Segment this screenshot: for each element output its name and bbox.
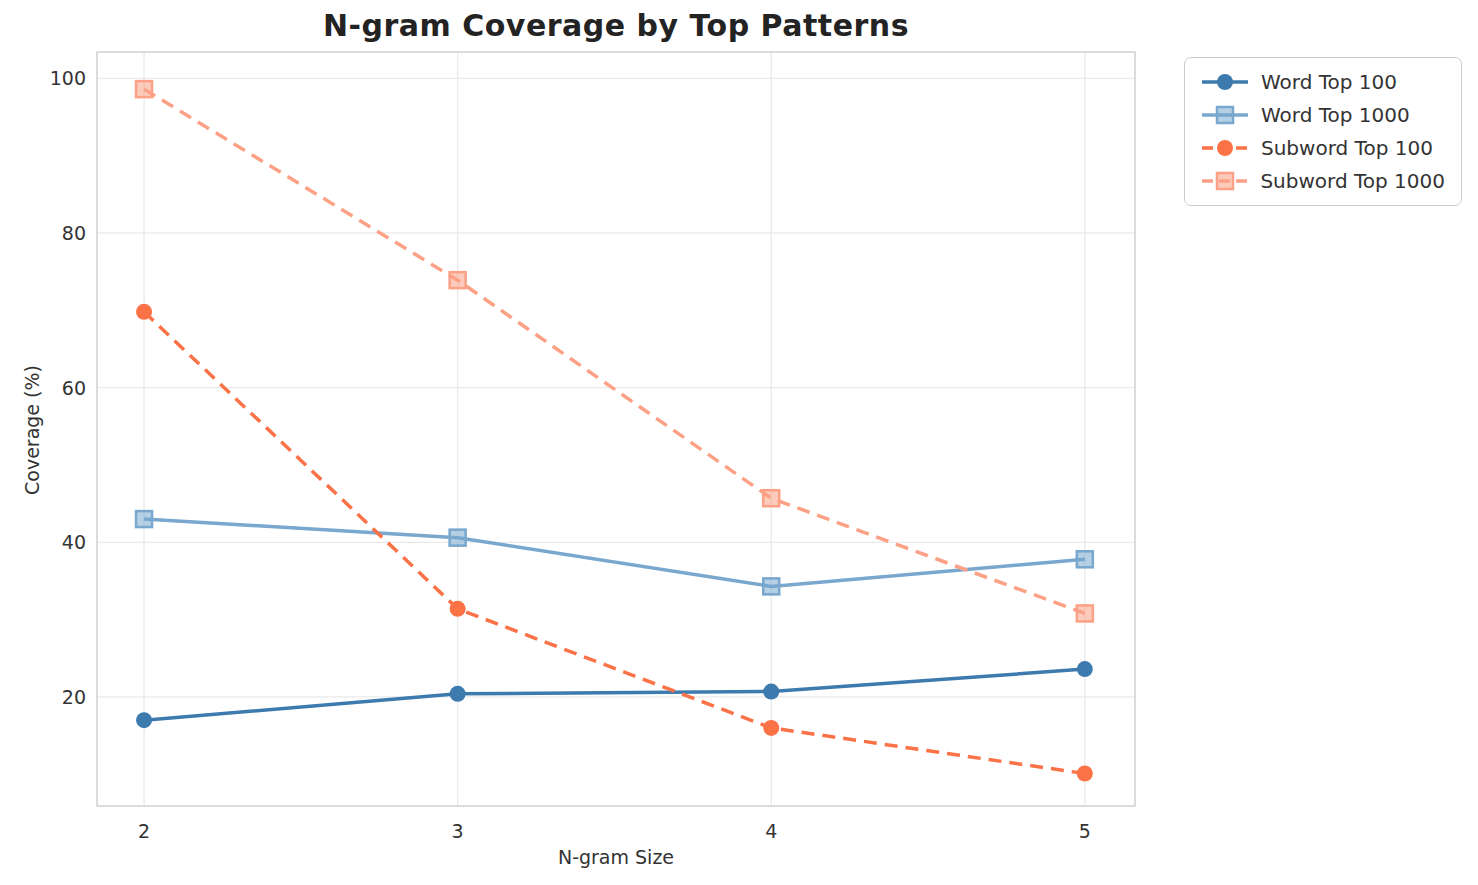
data-point-marker <box>136 712 152 728</box>
square-marker-icon <box>1217 107 1233 123</box>
y-axis-label: Coverage (%) <box>21 320 43 540</box>
legend-sample-circle-icon <box>1201 69 1249 95</box>
data-point-marker <box>1077 551 1093 567</box>
x-tick-label: 5 <box>1079 820 1091 842</box>
series-line-0 <box>144 669 1085 720</box>
legend-label: Word Top 1000 <box>1261 103 1410 127</box>
circle-marker-icon <box>1217 74 1233 90</box>
data-point-marker <box>450 686 466 702</box>
legend-sample-dashed-square-icon <box>1201 168 1248 194</box>
data-point-marker <box>136 304 152 320</box>
figure: N-gram Coverage by Top Patterns 23452040… <box>0 0 1478 885</box>
legend-label: Word Top 100 <box>1261 70 1397 94</box>
legend-sample-square-icon <box>1201 102 1249 128</box>
data-point-marker <box>763 720 779 736</box>
data-point-marker <box>450 272 466 288</box>
data-point-marker <box>450 530 466 546</box>
circle-marker-icon <box>1217 140 1233 156</box>
data-point-marker <box>136 511 152 527</box>
legend-item-2: Subword Top 100 <box>1201 135 1445 161</box>
legend: Word Top 100 Word Top 1000 Subword Top 100… <box>1184 57 1462 206</box>
y-tick-label: 40 <box>62 531 86 553</box>
data-point-marker <box>1077 766 1093 782</box>
data-point-marker <box>136 81 152 97</box>
y-tick-label: 20 <box>62 686 86 708</box>
x-axis-label: N-gram Size <box>97 846 1135 868</box>
legend-item-1: Word Top 1000 <box>1201 102 1445 128</box>
y-tick-label: 100 <box>50 67 86 89</box>
legend-item-3: Subword Top 1000 <box>1201 168 1445 194</box>
x-tick-label: 3 <box>452 820 464 842</box>
y-tick-label: 80 <box>62 222 86 244</box>
data-point-marker <box>763 684 779 700</box>
data-point-marker <box>1077 661 1093 677</box>
y-tick-label: 60 <box>62 377 86 399</box>
x-tick-label: 4 <box>765 820 777 842</box>
legend-item-0: Word Top 100 <box>1201 69 1445 95</box>
data-point-marker <box>763 490 779 506</box>
legend-label: Subword Top 100 <box>1261 136 1433 160</box>
series-line-3 <box>144 89 1085 613</box>
square-marker-icon <box>1217 173 1233 189</box>
legend-sample-dashed-circle-icon <box>1201 135 1249 161</box>
data-point-marker <box>1077 605 1093 621</box>
data-point-marker <box>450 601 466 617</box>
data-point-marker <box>763 578 779 594</box>
series-line-1 <box>144 519 1085 586</box>
legend-label: Subword Top 1000 <box>1260 169 1445 193</box>
x-tick-label: 2 <box>138 820 150 842</box>
